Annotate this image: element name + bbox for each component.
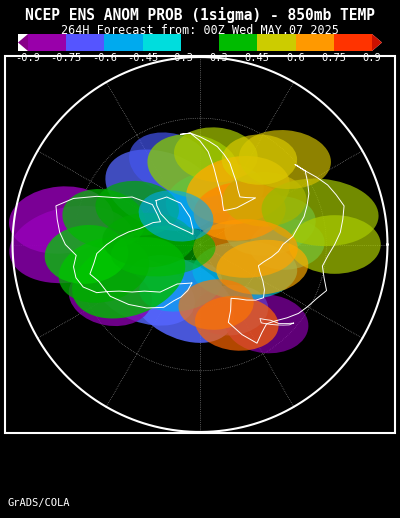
FancyArrow shape bbox=[18, 34, 382, 51]
Ellipse shape bbox=[225, 294, 308, 353]
Bar bbox=[296, 34, 334, 51]
Ellipse shape bbox=[9, 186, 114, 254]
Ellipse shape bbox=[186, 156, 290, 224]
Ellipse shape bbox=[69, 266, 152, 326]
Ellipse shape bbox=[94, 256, 195, 326]
Ellipse shape bbox=[178, 279, 254, 330]
Ellipse shape bbox=[148, 134, 239, 198]
Ellipse shape bbox=[194, 182, 286, 241]
FancyArrow shape bbox=[18, 34, 28, 51]
Text: -0.6: -0.6 bbox=[92, 53, 117, 63]
Ellipse shape bbox=[102, 213, 194, 267]
Ellipse shape bbox=[166, 171, 258, 230]
Bar bbox=[104, 34, 143, 51]
Bar bbox=[334, 34, 372, 51]
Ellipse shape bbox=[62, 189, 146, 249]
Text: 0.45: 0.45 bbox=[245, 53, 270, 63]
Ellipse shape bbox=[126, 255, 234, 343]
Ellipse shape bbox=[72, 237, 185, 319]
Ellipse shape bbox=[249, 219, 325, 270]
Bar bbox=[143, 34, 181, 51]
Ellipse shape bbox=[262, 179, 378, 246]
Text: Valid time: 00Z Sun MAY,18 2025: Valid time: 00Z Sun MAY,18 2025 bbox=[90, 36, 310, 49]
Text: 264H Forecast from: 00Z Wed MAY,07 2025: 264H Forecast from: 00Z Wed MAY,07 2025 bbox=[61, 23, 339, 36]
FancyArrow shape bbox=[372, 34, 382, 51]
Ellipse shape bbox=[224, 196, 316, 256]
Bar bbox=[66, 34, 104, 51]
Ellipse shape bbox=[192, 241, 297, 300]
Text: -0.45: -0.45 bbox=[127, 53, 158, 63]
Bar bbox=[181, 34, 219, 51]
Ellipse shape bbox=[129, 133, 212, 193]
Text: 0.6: 0.6 bbox=[286, 53, 305, 63]
Ellipse shape bbox=[111, 225, 216, 277]
Text: 0.3: 0.3 bbox=[210, 53, 228, 63]
Ellipse shape bbox=[139, 260, 222, 312]
Bar bbox=[5, 56, 395, 433]
Ellipse shape bbox=[59, 238, 149, 303]
Bar bbox=[257, 34, 296, 51]
Ellipse shape bbox=[239, 130, 331, 189]
Text: NCEP ENS ANOM PROB (1sigma) - 850mb TEMP: NCEP ENS ANOM PROB (1sigma) - 850mb TEMP bbox=[25, 7, 375, 23]
Ellipse shape bbox=[188, 163, 264, 213]
Bar bbox=[28, 34, 66, 51]
Ellipse shape bbox=[9, 206, 134, 283]
Ellipse shape bbox=[105, 150, 218, 231]
Ellipse shape bbox=[222, 172, 306, 226]
Ellipse shape bbox=[96, 181, 179, 236]
Text: 0.9: 0.9 bbox=[363, 53, 381, 63]
Text: -0.9: -0.9 bbox=[16, 53, 40, 63]
Ellipse shape bbox=[195, 296, 278, 351]
Ellipse shape bbox=[288, 215, 381, 274]
Ellipse shape bbox=[45, 225, 128, 284]
Text: GrADS/COLA: GrADS/COLA bbox=[8, 498, 70, 508]
Bar bbox=[219, 34, 257, 51]
Text: -0.75: -0.75 bbox=[50, 53, 82, 63]
Text: 0.75: 0.75 bbox=[321, 53, 346, 63]
Ellipse shape bbox=[193, 285, 268, 336]
Ellipse shape bbox=[174, 127, 258, 182]
Ellipse shape bbox=[222, 135, 297, 185]
Ellipse shape bbox=[216, 240, 308, 295]
Ellipse shape bbox=[139, 190, 214, 241]
Ellipse shape bbox=[193, 219, 298, 278]
Text: -0.3: -0.3 bbox=[168, 53, 193, 63]
